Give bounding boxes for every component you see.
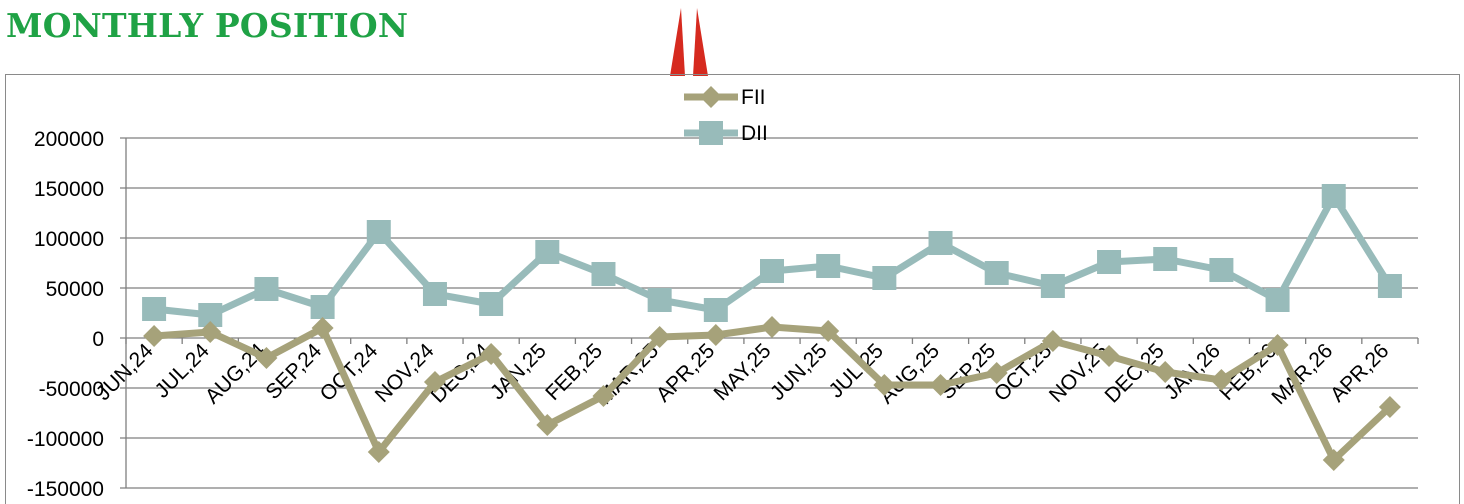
red-peak-icon — [670, 8, 708, 76]
legend: FII DII — [684, 86, 768, 145]
fii-point — [817, 320, 840, 342]
dii-point — [591, 262, 616, 286]
x-tick-label: NOV,24 — [371, 339, 439, 407]
x-tick-label: APR,25 — [652, 339, 719, 406]
dii-point — [703, 298, 728, 322]
dii-point — [1097, 250, 1122, 274]
y-tick-label: -100000 — [27, 428, 104, 451]
fii-point — [1098, 345, 1121, 367]
fii-point — [199, 321, 222, 343]
dii-point — [1209, 258, 1234, 282]
dii-point — [1153, 247, 1178, 271]
fii-point — [1322, 449, 1345, 471]
fii-point — [1210, 369, 1233, 391]
dii-point — [366, 220, 391, 244]
series-dii — [142, 184, 1402, 327]
dii-point — [872, 266, 897, 290]
legend-marker — [699, 121, 723, 145]
legend-marker — [700, 86, 722, 108]
y-tick-label: 50000 — [46, 278, 104, 301]
y-tick-label: 200000 — [34, 128, 104, 151]
x-tick-label: AUG,24 — [201, 339, 270, 408]
x-tick-label: MAY,25 — [709, 339, 775, 405]
fii-point — [985, 362, 1008, 384]
dii-point — [984, 261, 1009, 285]
fii-point — [367, 441, 390, 463]
fii-point — [1041, 330, 1064, 352]
dii-point — [760, 259, 784, 283]
legend-label: DII — [741, 122, 768, 145]
series-fii — [143, 316, 1401, 471]
dii-point — [1377, 274, 1402, 298]
page-title: MONTHLY POSITION — [6, 6, 409, 45]
legend-item-dii: DII — [684, 121, 768, 145]
fii-point — [255, 347, 278, 369]
fii-point — [143, 325, 166, 347]
fii-point — [480, 343, 503, 365]
y-tick-label: 150000 — [34, 178, 104, 201]
dii-point — [647, 288, 672, 312]
dii-point — [535, 240, 560, 264]
dii-point — [816, 254, 841, 278]
x-tick-label: OCT,24 — [316, 339, 383, 406]
dii-line — [153, 192, 1393, 319]
fii-point — [704, 324, 727, 346]
x-tick-label: JUN,25 — [766, 339, 832, 405]
dii-point — [928, 231, 953, 255]
y-tick-label: -50000 — [39, 378, 104, 401]
y-axis-ticks: 200000 150000 100000 50000 0 -50000 -100000 -15… — [27, 128, 104, 501]
fii-point — [761, 316, 783, 338]
legend-label: FII — [741, 86, 766, 109]
chart-frame — [5, 74, 1460, 504]
fii-point — [873, 374, 896, 396]
fii-point — [1266, 334, 1289, 356]
legend-item-fii: FII — [684, 86, 766, 109]
dii-point — [1040, 274, 1065, 298]
fii-point — [536, 414, 559, 436]
y-tick-label: -150000 — [27, 478, 104, 501]
dii-point — [1265, 288, 1290, 312]
dii-point — [1321, 184, 1346, 208]
x-tick-label: SEP,24 — [261, 339, 326, 404]
dii-point — [310, 295, 335, 319]
fii-point — [1154, 361, 1177, 383]
fii-point — [929, 374, 952, 396]
fii-point — [648, 326, 671, 348]
y-tick-label: 100000 — [34, 228, 104, 251]
dii-point — [422, 282, 447, 306]
x-tick-label: APR,26 — [1326, 339, 1393, 406]
fii-point — [592, 385, 615, 407]
fii-point — [311, 317, 334, 339]
fii-point — [1378, 396, 1401, 418]
dii-point — [479, 292, 504, 316]
y-tick-label: 0 — [92, 328, 104, 351]
series-lines — [142, 184, 1402, 471]
x-tick-label: AUG,25 — [875, 339, 944, 408]
dii-point — [142, 297, 167, 321]
dii-point — [254, 277, 279, 301]
fii-point — [423, 371, 446, 393]
